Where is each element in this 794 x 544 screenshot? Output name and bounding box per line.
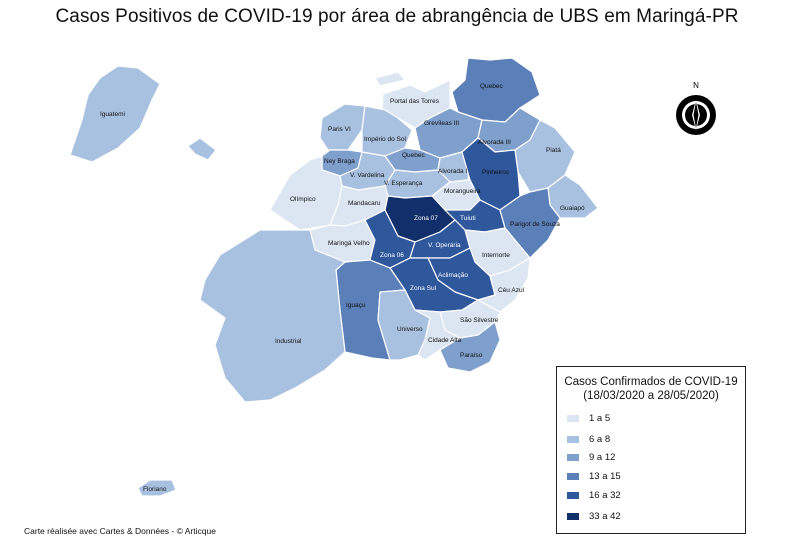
label-piata: Piatá (546, 147, 561, 154)
legend-label: 6 a 8 (589, 434, 611, 445)
label-parigot-de-souza: Parigot de Souza (510, 221, 560, 228)
legend: Casos Confirmados de COVID-19 (18/03/202… (556, 366, 746, 534)
region-industrial (199, 229, 346, 403)
region-ceu-azul (477, 257, 531, 313)
region-island-north-1 (374, 71, 406, 87)
label-aclimacao: Aclimação (438, 272, 468, 279)
label-olimpico: Olímpico (290, 196, 316, 203)
region-floriano (137, 479, 177, 497)
label-ney-braga: Ney Braga (324, 158, 355, 165)
label-morangueira: Morangueira (444, 188, 481, 195)
legend-label: 1 a 5 (589, 413, 611, 424)
region-paris-vi (319, 103, 366, 151)
label-guaiapo: Guaiapó (560, 205, 585, 212)
label-industrial: Industrial (275, 338, 302, 345)
label-mandacaru: Mandacaru (348, 200, 381, 207)
region-paraiso (439, 321, 501, 373)
legend-swatch (567, 436, 579, 443)
label-zona-07: Zona 07 (414, 215, 438, 222)
label-maringa-velho: Maringá Velho (328, 240, 370, 247)
label-paraiso: Paraíso (460, 352, 483, 359)
label-portal-das-torres: Portal das Torres (390, 98, 440, 105)
label-floriano: Floriano (143, 486, 167, 493)
legend-title: Casos Confirmados de COVID-19 (18/03/202… (557, 375, 745, 403)
legend-label: 16 a 32 (589, 490, 621, 501)
label-internorte: Internorte (482, 252, 510, 259)
label-ceu-azul: Céu Azul (498, 287, 525, 294)
legend-swatch (567, 473, 579, 480)
label-quebec: Quebec (402, 152, 426, 159)
label-v-vardelina: V. Vardelina (350, 172, 385, 179)
region-island-east (187, 137, 217, 161)
region-olimpico (269, 155, 343, 231)
compass-rose-icon: N (672, 80, 720, 140)
label-quebec-north: Quebec (480, 83, 504, 90)
label-universo: Universo (397, 326, 423, 333)
north-label: N (693, 81, 699, 90)
legend-title-line2: (18/03/2020 a 28/05/2020) (583, 390, 719, 402)
label-iguacu: Iguaçu (346, 302, 366, 309)
label-iguatemi: Iguatemi (100, 111, 125, 118)
legend-label: 13 a 15 (589, 471, 621, 482)
label-v-esperanca: V. Esperança (384, 180, 423, 187)
label-zona-06: Zona 06 (380, 252, 404, 259)
label-sao-silvestre: São Silvestre (460, 317, 499, 324)
legend-swatch (567, 513, 579, 520)
legend-label: 9 a 12 (589, 452, 616, 463)
label-zona-sul: Zona Sul (410, 285, 437, 292)
legend-swatch (567, 454, 579, 461)
legend-swatch (567, 492, 579, 499)
legend-title-line1: Casos Confirmados de COVID-19 (564, 376, 738, 388)
legend-swatch (567, 415, 579, 422)
label-tuiuti: Tuiuti (460, 215, 476, 222)
legend-label: 33 a 42 (589, 511, 621, 522)
label-alvorada-i: Alvorada I (438, 168, 467, 175)
label-alvorada-iii: Alvorada III (478, 139, 511, 146)
label-paris-vi: Paris VI (328, 126, 351, 133)
map-title: Casos Positivos de COVID-19 por área de … (55, 6, 739, 27)
label-imperio-do-sol: Império do Sol (364, 136, 406, 143)
label-cidade-alta: Cidade Alta (428, 337, 462, 344)
label-grevileas-iii: Grevíleas III (424, 120, 459, 127)
map-credit: Carte réalisée avec Cartes & Données - ©… (24, 526, 216, 536)
label-v-operaria: V. Operária (428, 242, 461, 249)
region-cidade-alta (414, 309, 461, 361)
label-pinheiros: Pinheiros (482, 169, 510, 176)
region-iguatemi (69, 65, 161, 163)
